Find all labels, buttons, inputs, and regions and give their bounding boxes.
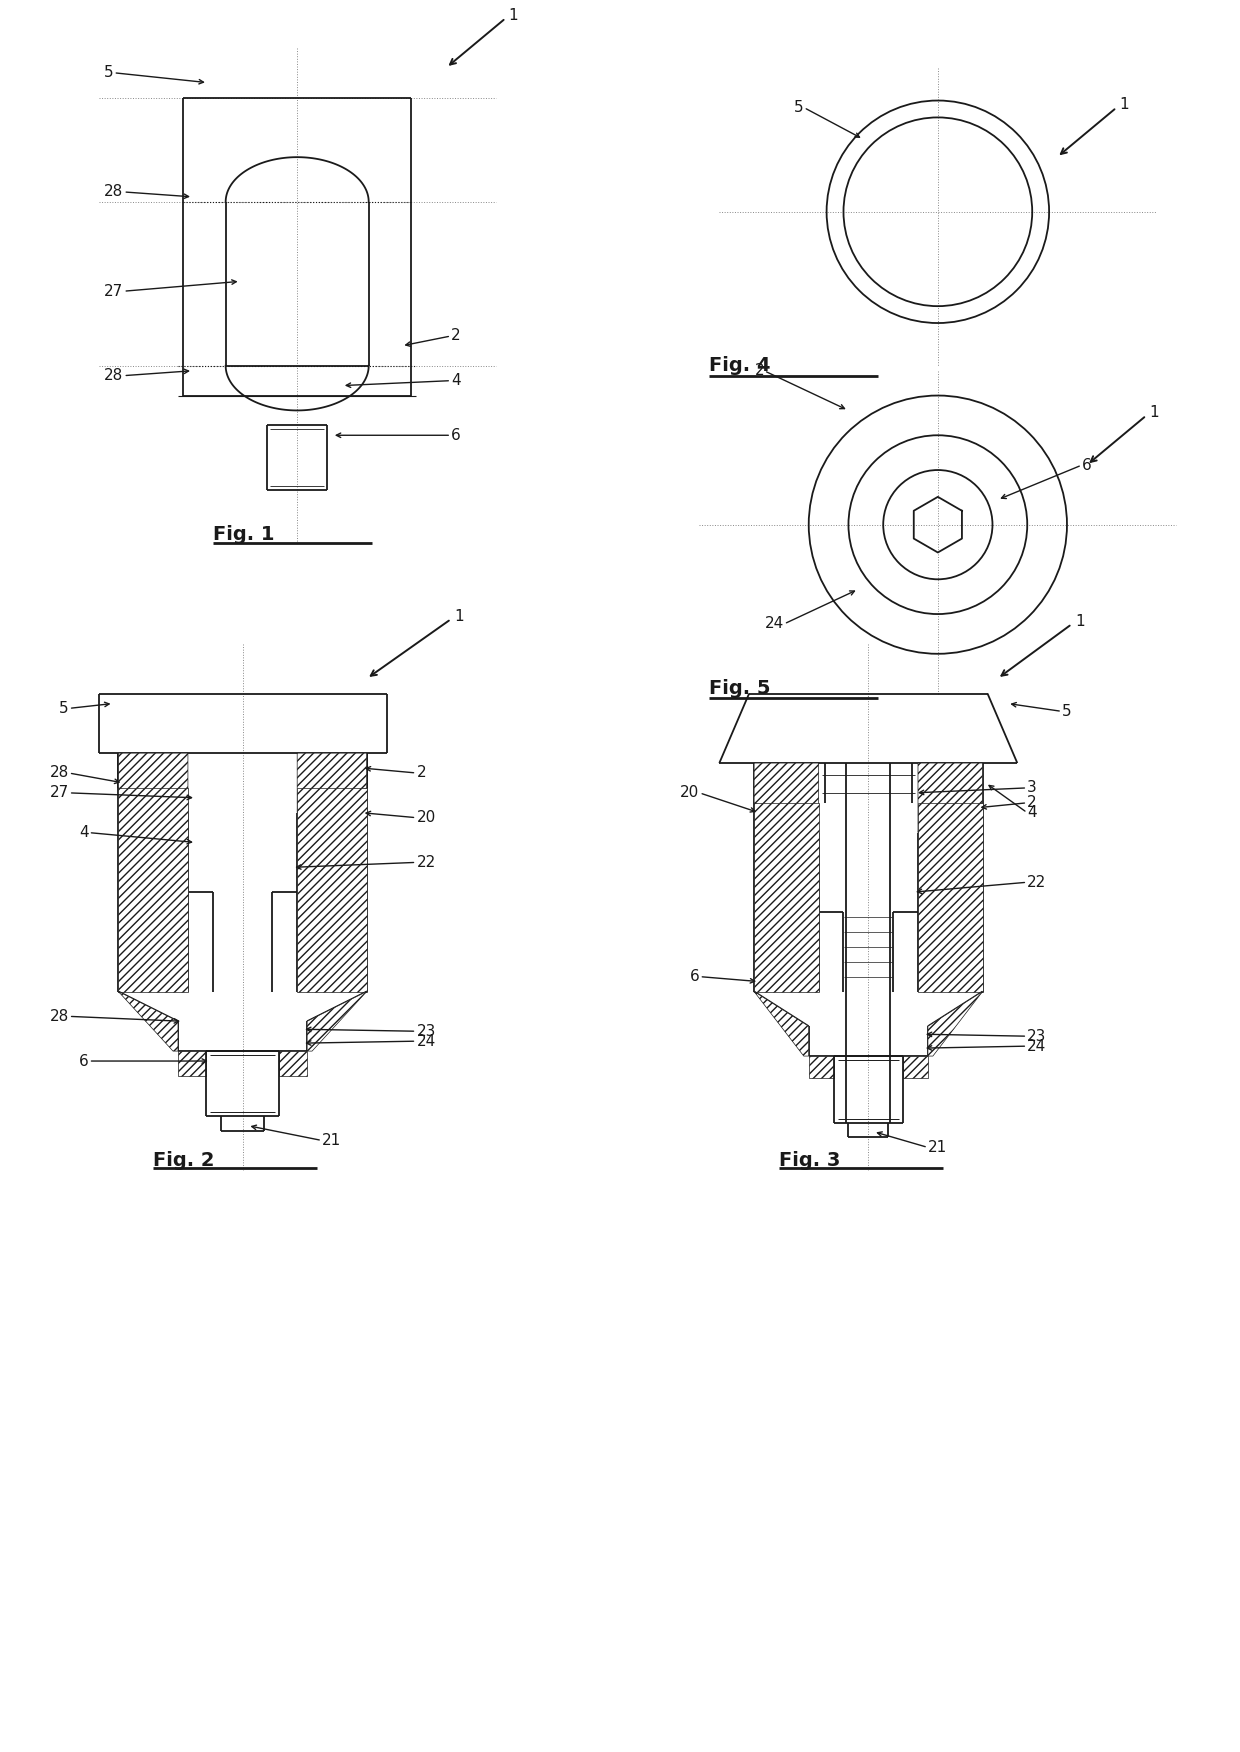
- Text: Fig. 4: Fig. 4: [709, 356, 771, 375]
- Text: 1: 1: [1149, 405, 1159, 420]
- Text: 20: 20: [681, 785, 699, 801]
- Bar: [279, 1051, 308, 1076]
- Text: 21: 21: [322, 1134, 341, 1148]
- Text: 1: 1: [1120, 96, 1130, 112]
- Text: 28: 28: [50, 1009, 68, 1023]
- Text: 1: 1: [508, 7, 518, 23]
- Text: 21: 21: [928, 1141, 947, 1155]
- Text: 4: 4: [451, 373, 461, 389]
- Text: 24: 24: [1027, 1039, 1047, 1053]
- Text: 28: 28: [50, 766, 68, 780]
- Polygon shape: [754, 764, 818, 832]
- Text: 4: 4: [1027, 806, 1037, 820]
- Text: 1: 1: [1075, 613, 1085, 629]
- Text: 28: 28: [104, 368, 123, 384]
- Polygon shape: [118, 992, 179, 1051]
- Text: 5: 5: [104, 65, 113, 81]
- Polygon shape: [754, 992, 808, 1056]
- Text: Fig. 3: Fig. 3: [779, 1151, 841, 1170]
- Bar: [118, 788, 188, 992]
- Text: 1: 1: [454, 608, 464, 624]
- Bar: [754, 802, 818, 992]
- Text: 2: 2: [1027, 795, 1037, 809]
- Text: 3: 3: [1027, 780, 1037, 795]
- Text: 23: 23: [417, 1023, 435, 1039]
- Text: 20: 20: [417, 809, 435, 825]
- Bar: [918, 802, 982, 992]
- Text: Fig. 2: Fig. 2: [154, 1151, 215, 1170]
- Text: 5: 5: [794, 100, 804, 116]
- Text: 2: 2: [417, 766, 427, 780]
- Text: 23: 23: [1027, 1028, 1047, 1044]
- Polygon shape: [928, 992, 982, 1056]
- Text: 24: 24: [417, 1034, 435, 1049]
- Text: 2: 2: [754, 363, 764, 378]
- Text: 6: 6: [689, 969, 699, 985]
- Text: 5: 5: [60, 701, 68, 717]
- Text: 2: 2: [451, 328, 461, 343]
- Text: Fig. 1: Fig. 1: [213, 526, 274, 545]
- Polygon shape: [118, 753, 188, 813]
- Text: 6: 6: [79, 1053, 88, 1069]
- Text: 24: 24: [765, 617, 784, 631]
- Text: 6: 6: [1081, 457, 1091, 473]
- Polygon shape: [918, 764, 982, 832]
- Bar: [179, 1051, 206, 1076]
- Text: 22: 22: [417, 855, 435, 871]
- Bar: [298, 788, 367, 992]
- Polygon shape: [308, 992, 367, 1051]
- Text: 28: 28: [104, 184, 123, 200]
- Text: 5: 5: [1061, 704, 1071, 718]
- Text: Fig. 5: Fig. 5: [709, 680, 771, 697]
- Polygon shape: [298, 753, 367, 813]
- Text: 6: 6: [451, 427, 461, 443]
- Text: 22: 22: [1027, 874, 1047, 890]
- Bar: [808, 1056, 833, 1077]
- Text: 27: 27: [50, 785, 68, 801]
- Text: 27: 27: [104, 284, 123, 300]
- Bar: [903, 1056, 928, 1077]
- Text: 4: 4: [79, 825, 88, 839]
